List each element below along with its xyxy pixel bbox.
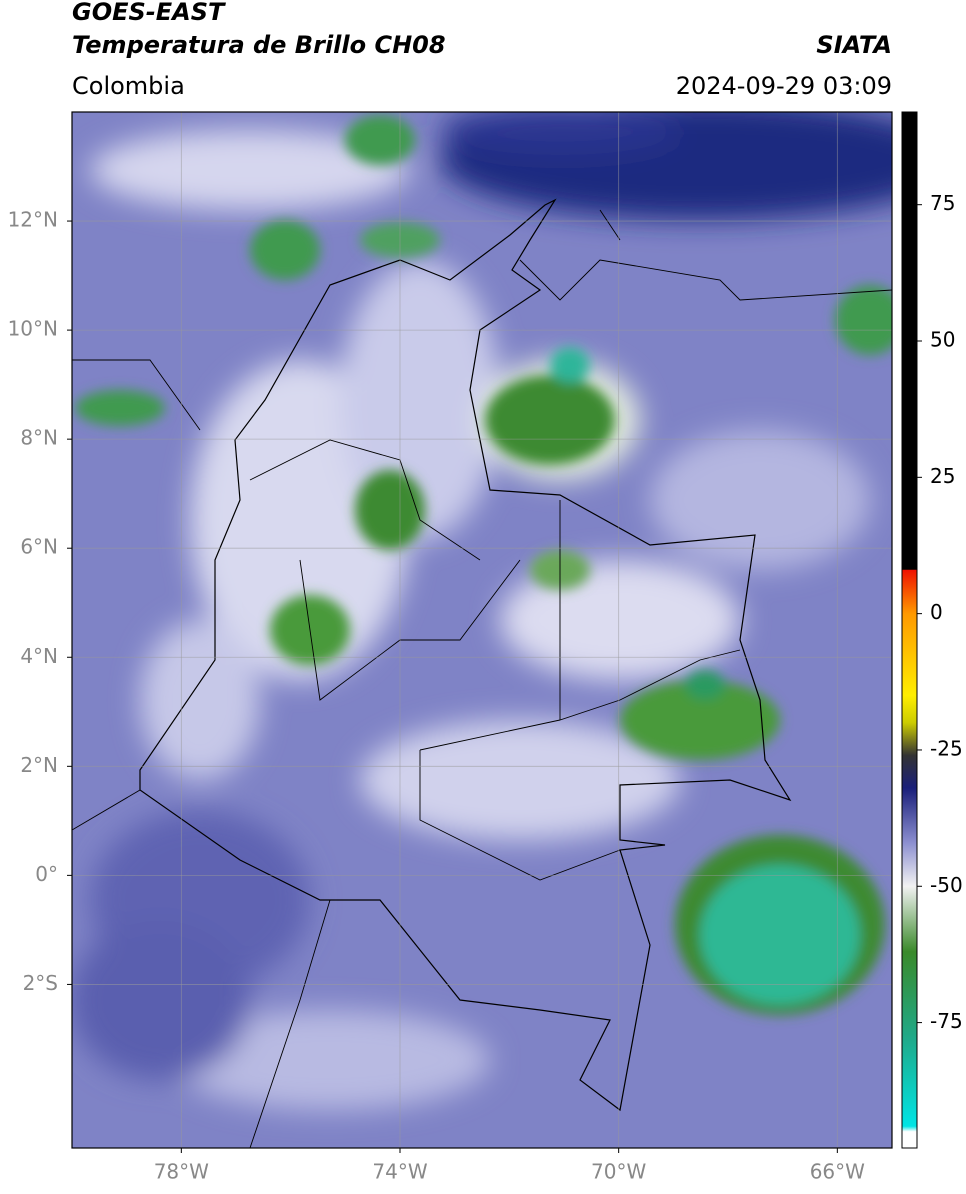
colorbar-tick-label: 25 <box>930 464 955 488</box>
region: Colombia <box>72 72 185 100</box>
y-tick-label: 6°N <box>20 535 58 559</box>
y-tick-label: 2°N <box>20 753 58 777</box>
y-tick-label: 8°N <box>20 426 58 450</box>
x-tick-label: 70°W <box>591 1160 646 1184</box>
title-line2: Temperatura de Brillo CH08 <box>72 31 446 59</box>
datetime: 2024-09-29 03:09 <box>676 72 892 100</box>
y-tick-label: 4°N <box>20 644 58 668</box>
colorbar-tick-label: -75 <box>930 1009 963 1033</box>
source: SIATA <box>816 31 892 59</box>
title-line1: GOES-EAST <box>72 0 226 26</box>
y-tick-label: 12°N <box>8 208 58 232</box>
colorbar-tick-label: 0 <box>930 600 943 624</box>
colorbar-tick-label: -25 <box>930 736 963 760</box>
colorbar <box>901 111 918 1149</box>
y-tick-label: 10°N <box>8 317 58 341</box>
colorbar-tick-label: -50 <box>930 873 963 897</box>
colorbar-tick-label: 50 <box>930 328 955 352</box>
x-tick-label: 66°W <box>810 1160 865 1184</box>
satellite-image <box>72 112 892 1148</box>
x-tick-label: 74°W <box>372 1160 427 1184</box>
y-tick-label: 0° <box>35 862 58 886</box>
x-tick-label: 78°W <box>154 1160 209 1184</box>
colorbar-tick-label: 75 <box>930 191 955 215</box>
map-frame <box>71 111 893 1149</box>
y-tick-label: 2°S <box>23 971 58 995</box>
grid <box>72 112 892 1148</box>
